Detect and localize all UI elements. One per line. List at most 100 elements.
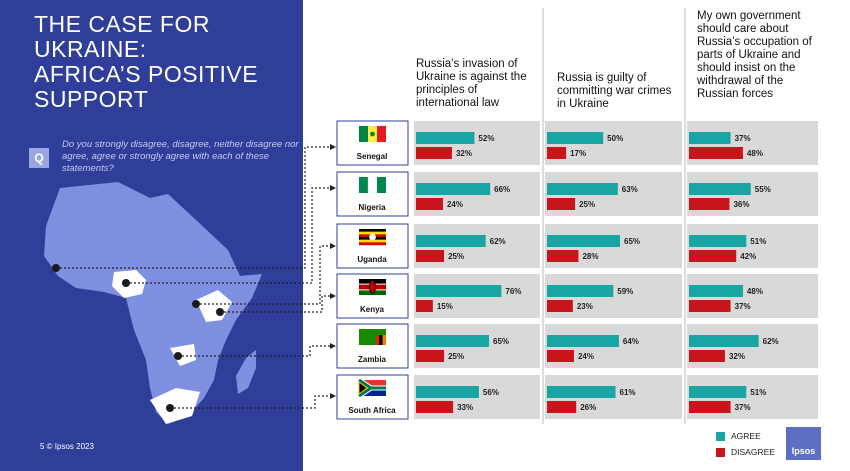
title-line: AFRICA’S POSITIVE [34, 61, 259, 87]
arrowhead-zambia [330, 343, 336, 349]
arrowhead-south-africa [330, 393, 336, 399]
bar-disagree-senegal-2 [689, 147, 743, 159]
marker-senegal [52, 264, 60, 272]
legend-agree-label: AGREE [731, 431, 761, 441]
label-agree-kenya-1: 59% [617, 287, 633, 296]
bar-agree-senegal-0 [416, 132, 475, 144]
bar-agree-senegal-2 [689, 132, 731, 144]
label-disagree-zambia-2: 32% [729, 352, 745, 361]
africa-map [44, 182, 262, 424]
connector-nigeria [126, 187, 330, 284]
bar-agree-uganda-2 [689, 235, 747, 247]
title-line: UKRAINE: [34, 36, 147, 62]
bar-agree-kenya-1 [547, 285, 614, 297]
arrowhead-senegal [330, 144, 336, 150]
label-disagree-senegal-1: 17% [570, 149, 586, 158]
connector-uganda [196, 245, 330, 305]
label-agree-uganda-0: 62% [490, 237, 506, 246]
legend-disagree-label: DISAGREE [731, 447, 775, 457]
bar-disagree-nigeria-1 [547, 198, 576, 210]
flag-south-africa [357, 377, 386, 399]
bar-disagree-senegal-0 [416, 147, 452, 159]
country-label-nigeria: Nigeria [358, 203, 386, 212]
label-disagree-zambia-0: 25% [448, 352, 464, 361]
label-agree-zambia-0: 65% [493, 337, 509, 346]
bar-disagree-kenya-1 [547, 300, 573, 312]
arrowhead-uganda [330, 243, 336, 249]
label-agree-zambia-1: 64% [623, 337, 639, 346]
column-header-government-action: My own government should care about Russ… [697, 10, 812, 100]
bar-agree-south-africa-1 [547, 386, 616, 398]
label-disagree-senegal-0: 32% [456, 149, 472, 158]
title-line: SUPPORT [34, 86, 149, 112]
bar-agree-zambia-2 [689, 335, 759, 347]
connector-kenya [220, 295, 330, 313]
label-agree-zambia-2: 62% [763, 337, 779, 346]
bar-disagree-kenya-0 [416, 300, 433, 312]
bar-agree-uganda-0 [416, 235, 486, 247]
label-disagree-kenya-1: 23% [577, 302, 593, 311]
label-disagree-south-africa-2: 37% [735, 403, 751, 412]
bar-disagree-nigeria-0 [416, 198, 443, 210]
bar-agree-kenya-0 [416, 285, 502, 297]
ipsos-logo: Ipsos [786, 427, 821, 460]
country-card-uganda [336, 223, 409, 269]
bar-agree-senegal-1 [547, 132, 604, 144]
zambia-region [170, 344, 196, 366]
label-agree-kenya-2: 48% [747, 287, 763, 296]
bar-disagree-zambia-1 [547, 350, 574, 362]
connector-south-africa [170, 395, 330, 409]
flag-zambia [359, 329, 386, 345]
bar-disagree-uganda-1 [547, 250, 579, 262]
label-agree-senegal-1: 50% [607, 134, 623, 143]
bar-agree-south-africa-2 [689, 386, 747, 398]
flag-nigeria [359, 176, 386, 194]
legend-agree-swatch [716, 431, 725, 441]
south-africa-region [150, 388, 200, 424]
label-disagree-nigeria-1: 25% [579, 200, 595, 209]
label-agree-nigeria-2: 55% [755, 185, 771, 194]
bar-agree-nigeria-0 [416, 183, 491, 195]
country-label-south-africa: South Africa [348, 406, 396, 415]
bar-disagree-senegal-1 [547, 147, 567, 159]
label-disagree-kenya-0: 15% [437, 302, 453, 311]
bar-agree-nigeria-1 [547, 183, 618, 195]
bar-disagree-nigeria-2 [689, 198, 730, 210]
flag-kenya [359, 279, 386, 295]
marker-nigeria [122, 279, 130, 287]
bar-agree-uganda-1 [547, 235, 621, 247]
label-disagree-south-africa-1: 26% [580, 403, 596, 412]
country-label-senegal: Senegal [357, 152, 388, 161]
arrowhead-nigeria [330, 185, 336, 191]
label-disagree-uganda-1: 28% [582, 252, 598, 261]
label-disagree-nigeria-2: 36% [733, 200, 749, 209]
label-agree-kenya-0: 76% [505, 287, 521, 296]
bar-disagree-zambia-0 [416, 350, 445, 362]
legend-disagree-swatch [716, 447, 725, 457]
africa-continent [44, 182, 262, 424]
label-agree-uganda-2: 51% [750, 237, 766, 246]
label-agree-senegal-0: 52% [478, 134, 494, 143]
label-agree-south-africa-2: 51% [750, 388, 766, 397]
label-agree-uganda-1: 65% [624, 237, 640, 246]
connector-senegal [56, 146, 330, 269]
flag-senegal [359, 126, 386, 142]
label-agree-south-africa-1: 61% [620, 388, 636, 397]
madagascar [236, 350, 256, 394]
bar-disagree-south-africa-0 [416, 401, 454, 413]
legend-agree: AGREE [716, 428, 775, 444]
label-disagree-senegal-2: 48% [747, 149, 763, 158]
question-badge: Q [29, 148, 49, 168]
connector-zambia [178, 345, 330, 357]
bar-agree-south-africa-0 [416, 386, 479, 398]
bar-agree-zambia-1 [547, 335, 619, 347]
logo-text: Ipsos [791, 446, 816, 456]
flag-uganda [359, 229, 386, 246]
country-label-kenya: Kenya [360, 305, 385, 314]
marker-zambia [174, 352, 182, 360]
bar-agree-nigeria-2 [689, 183, 751, 195]
column-header-war-crimes: Russia is guilty of committing war crime… [557, 72, 672, 110]
bar-agree-kenya-2 [689, 285, 743, 297]
label-agree-nigeria-0: 66% [494, 185, 510, 194]
